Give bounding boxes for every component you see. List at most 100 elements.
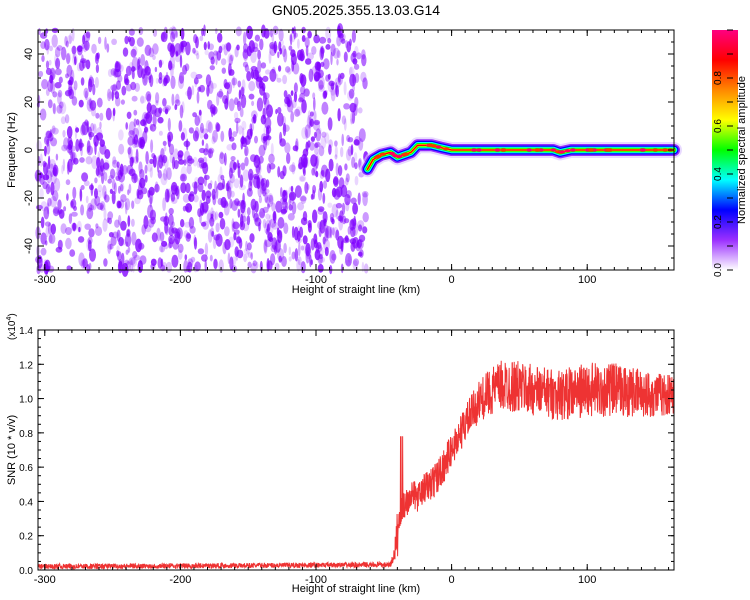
noise-speckle xyxy=(288,45,293,51)
noise-speckle xyxy=(114,91,120,100)
noise-speckle xyxy=(74,56,77,66)
noise-speckle xyxy=(354,162,358,170)
noise-speckle xyxy=(278,255,282,263)
noise-speckle xyxy=(203,174,207,187)
noise-speckle xyxy=(183,159,187,166)
ridge-peak xyxy=(550,148,557,152)
noise-speckle xyxy=(228,167,233,179)
noise-speckle xyxy=(95,112,100,119)
noise-speckle xyxy=(81,172,89,182)
noise-speckle xyxy=(349,66,353,76)
noise-speckle xyxy=(337,108,341,122)
noise-speckle xyxy=(282,190,288,203)
noise-speckle xyxy=(67,158,73,173)
noise-speckle xyxy=(246,215,251,226)
noise-speckle xyxy=(99,144,107,155)
noise-speckle xyxy=(253,212,259,223)
noise-speckle xyxy=(182,64,188,75)
noise-speckle xyxy=(279,138,286,147)
x-tick-label: -100 xyxy=(305,574,327,586)
noise-speckle xyxy=(52,103,57,115)
noise-speckle xyxy=(109,243,113,250)
noise-speckle xyxy=(328,139,333,149)
noise-speckle xyxy=(127,36,131,43)
noise-speckle xyxy=(186,164,192,175)
noise-speckle xyxy=(85,156,93,165)
noise-speckle xyxy=(107,68,113,78)
noise-speckle xyxy=(248,80,256,92)
noise-speckle xyxy=(256,97,264,112)
noise-speckle xyxy=(200,162,208,169)
noise-speckle xyxy=(265,104,273,118)
noise-speckle xyxy=(308,116,312,128)
noise-speckle xyxy=(159,231,165,242)
noise-speckle xyxy=(322,236,326,245)
noise-speckle xyxy=(312,110,317,124)
noise-speckle xyxy=(266,223,270,234)
noise-speckle xyxy=(80,204,85,216)
noise-speckle xyxy=(43,206,50,220)
noise-speckle xyxy=(157,154,165,163)
noise-speckle xyxy=(135,148,139,163)
noise-speckle xyxy=(232,221,236,232)
noise-speckle xyxy=(362,226,368,234)
noise-speckle xyxy=(278,28,284,42)
noise-speckle xyxy=(164,156,169,170)
noise-speckle xyxy=(78,142,85,148)
noise-speckle xyxy=(275,239,281,253)
noise-speckle xyxy=(57,239,63,250)
noise-speckle xyxy=(161,158,166,167)
y-tick-label: 0.6 xyxy=(19,463,33,474)
noise-speckle xyxy=(297,38,300,49)
noise-speckle xyxy=(293,26,297,40)
noise-speckle xyxy=(216,91,224,98)
noise-speckle xyxy=(61,164,64,175)
noise-speckle xyxy=(356,239,363,248)
noise-speckle xyxy=(116,80,121,90)
noise-speckle xyxy=(193,237,198,250)
noise-speckle xyxy=(39,188,44,200)
noise-speckle xyxy=(196,52,200,60)
noise-speckle xyxy=(299,176,305,182)
noise-speckle xyxy=(111,90,114,102)
noise-speckle xyxy=(216,123,221,132)
noise-speckle xyxy=(340,240,344,252)
noise-speckle xyxy=(169,143,175,155)
noise-speckle xyxy=(118,143,125,155)
noise-speckle xyxy=(109,188,113,194)
noise-speckle xyxy=(284,189,288,196)
noise-speckle xyxy=(44,38,50,51)
noise-speckle xyxy=(217,32,223,43)
noise-speckle xyxy=(297,230,301,242)
noise-speckle xyxy=(327,117,333,131)
noise-speckle xyxy=(176,185,180,200)
noise-speckle xyxy=(208,149,212,159)
noise-speckle xyxy=(304,181,309,194)
noise-speckle xyxy=(298,242,301,257)
noise-speckle xyxy=(97,36,102,45)
noise-speckle xyxy=(110,236,117,246)
noise-speckle xyxy=(210,106,214,118)
noise-speckle xyxy=(67,136,73,146)
noise-speckle xyxy=(362,77,368,90)
noise-speckle xyxy=(291,251,296,260)
noise-speckle xyxy=(82,258,88,269)
noise-speckle xyxy=(157,116,164,124)
noise-speckle xyxy=(89,184,94,191)
noise-speckle xyxy=(321,131,327,138)
noise-speckle xyxy=(313,119,321,126)
noise-speckle xyxy=(288,186,293,198)
noise-speckle xyxy=(162,140,167,146)
noise-speckle xyxy=(95,132,104,141)
noise-speckle xyxy=(344,194,351,206)
noise-speckle xyxy=(69,76,74,86)
snr-panel: -300 -200 -100 0 100 0.0 0.2 0.4 0.6 0.8 1.0 1.2 1.4… xyxy=(6,313,675,595)
noise-speckle xyxy=(193,50,199,56)
noise-speckle xyxy=(313,34,320,44)
noise-speckle xyxy=(41,79,49,90)
noise-speckle xyxy=(258,80,264,89)
noise-speckle xyxy=(271,33,275,43)
noise-speckle xyxy=(127,215,131,227)
noise-speckle xyxy=(285,66,291,73)
